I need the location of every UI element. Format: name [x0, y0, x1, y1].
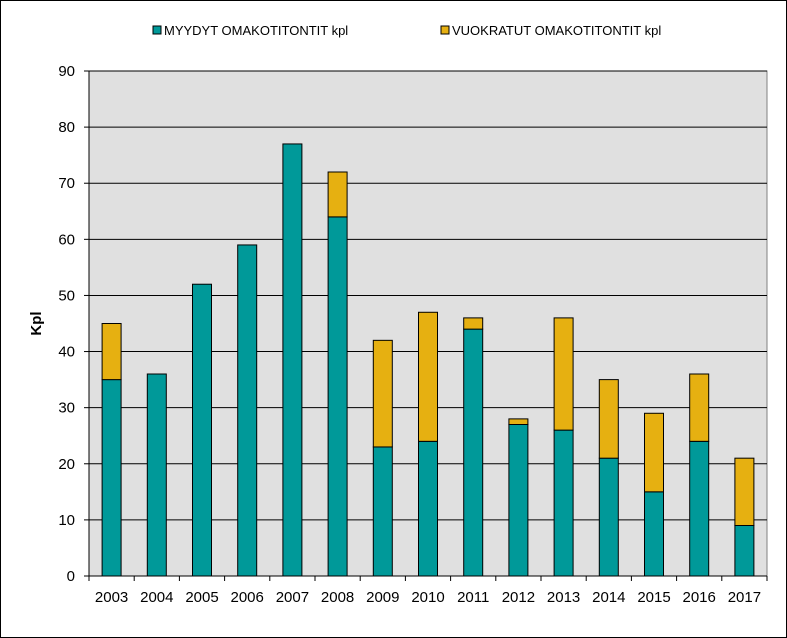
y-tick-label: 50 — [58, 287, 75, 304]
x-tick-label: 2005 — [185, 589, 218, 606]
y-tick-label: 20 — [58, 456, 75, 473]
x-tick-label: 2004 — [140, 589, 173, 606]
bar-myydyt-2015 — [644, 491, 664, 577]
bar-vuokratut-2017 — [734, 457, 755, 526]
legend-swatch — [440, 25, 450, 35]
x-tick-label: 2003 — [95, 589, 128, 606]
legend-label: MYYDYT OMAKOTITONTIT kpl — [164, 23, 348, 38]
bar-vuokratut-2011 — [463, 317, 484, 330]
y-tick-label: 40 — [58, 344, 75, 361]
bar-vuokratut-2003 — [101, 323, 122, 381]
bar-vuokratut-2010 — [418, 311, 438, 442]
bar-myydyt-2016 — [689, 440, 710, 577]
y-tick-label: 30 — [58, 400, 75, 417]
bar-myydyt-2013 — [553, 429, 574, 577]
bar-vuokratut-2016 — [689, 373, 710, 442]
legend-swatch — [152, 25, 162, 35]
x-tick-labels: 2003 2004 2005 2006 2007 2008 2009 2010 2011 2012… — [95, 589, 761, 606]
x-tick-label: 2006 — [231, 589, 264, 606]
bars — [101, 143, 755, 577]
legend-label: VUOKRATUT OMAKOTITONTIT kpl — [452, 23, 661, 38]
y-tick-labels: 0 10 20 30 40 50 60 70 80 90 — [58, 63, 75, 585]
bar-vuokratut-2009 — [372, 339, 393, 448]
x-tick-label: 2007 — [276, 589, 309, 606]
bar-myydyt-2017 — [734, 525, 755, 577]
bar-vuokratut-2015 — [644, 412, 664, 493]
bar-vuokratut-2012 — [508, 418, 529, 425]
x-tick-label: 2017 — [728, 589, 761, 606]
y-tick-label: 10 — [58, 512, 75, 529]
bar-myydyt-2012 — [508, 424, 529, 577]
y-axis-title: Kpl — [28, 311, 45, 335]
y-tick-label: 0 — [67, 568, 75, 585]
legend: MYYDYT OMAKOTITONTIT kpl VUOKRATUT OMAKOT… — [152, 23, 661, 38]
y-tick-label: 90 — [58, 63, 75, 80]
x-tick-label: 2009 — [366, 589, 399, 606]
bar-myydyt-2014 — [598, 457, 619, 577]
bar-myydyt-2006 — [237, 244, 258, 577]
bar-myydyt-2005 — [192, 283, 212, 577]
y-tick-label: 70 — [58, 175, 75, 192]
bar-vuokratut-2008 — [327, 171, 348, 218]
bar-myydyt-2008 — [327, 216, 348, 577]
bar-vuokratut-2014 — [598, 379, 619, 459]
x-tick-label: 2010 — [411, 589, 444, 606]
bar-myydyt-2007 — [282, 143, 303, 577]
x-tick-label: 2014 — [592, 589, 625, 606]
x-tick-label: 2016 — [683, 589, 716, 606]
x-tick-label: 2015 — [637, 589, 670, 606]
bar-myydyt-2009 — [372, 446, 393, 577]
y-tick-label: 60 — [58, 231, 75, 248]
bar-myydyt-2011 — [463, 328, 484, 577]
bar-vuokratut-2013 — [553, 317, 574, 431]
x-tick-label: 2012 — [502, 589, 535, 606]
y-tick-label: 80 — [58, 119, 75, 136]
x-tick-label: 2008 — [321, 589, 354, 606]
bar-myydyt-2010 — [418, 440, 438, 577]
x-tick-label: 2013 — [547, 589, 580, 606]
axes — [84, 70, 768, 581]
bar-myydyt-2003 — [101, 379, 122, 577]
bar-myydyt-2004 — [146, 373, 167, 577]
x-tick-label: 2011 — [457, 589, 489, 606]
